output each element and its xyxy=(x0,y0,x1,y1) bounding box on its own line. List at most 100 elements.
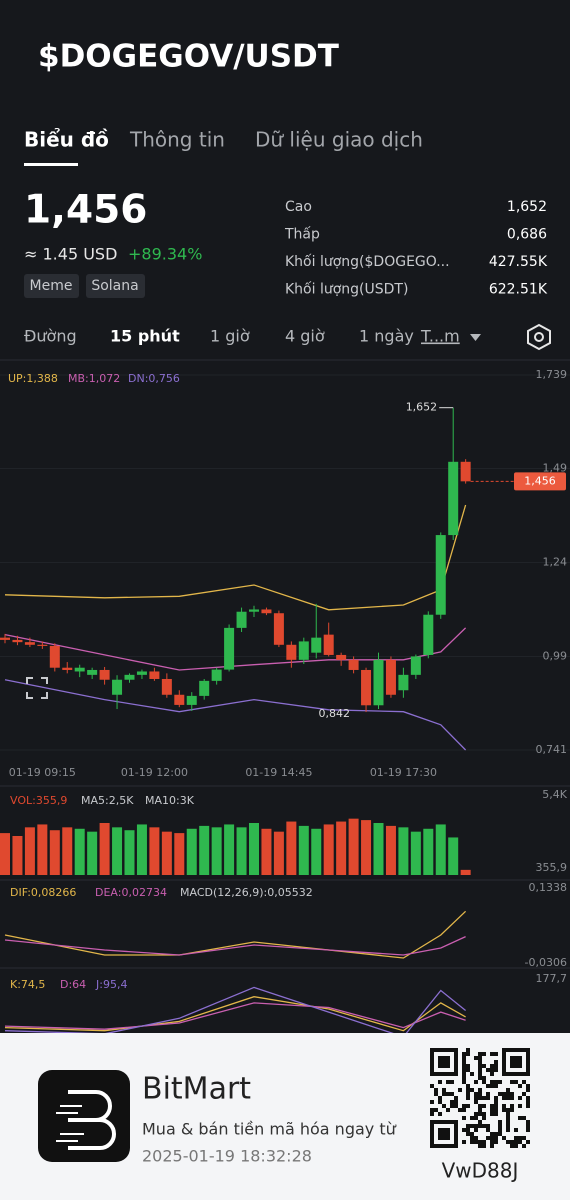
stat-value: 622.51K xyxy=(489,282,548,298)
qr-module xyxy=(502,1064,506,1068)
qr-module xyxy=(446,1108,450,1112)
qr-module xyxy=(490,1068,494,1072)
price-change: +89.34% xyxy=(128,245,202,264)
qr-module xyxy=(478,1056,482,1060)
candle-body xyxy=(149,671,160,679)
candle-body xyxy=(373,659,384,706)
volume-bar xyxy=(211,827,222,875)
qr-module xyxy=(522,1048,526,1052)
tab-underline xyxy=(24,163,78,166)
qr-module xyxy=(502,1052,506,1056)
dropdown-caret[interactable] xyxy=(470,334,481,341)
qr-module xyxy=(486,1136,490,1140)
stat-value: 0,686 xyxy=(507,227,547,243)
volume-bar xyxy=(112,827,123,875)
y-tick-label: -0,0306 xyxy=(525,956,567,969)
tab[interactable]: Biểu đồ xyxy=(24,128,109,152)
volume-bar xyxy=(323,824,334,875)
indicator-legend: J:95,4 xyxy=(95,978,127,991)
interval[interactable]: 1 ngày xyxy=(359,327,414,346)
candle-body xyxy=(74,667,85,672)
volume-bar xyxy=(37,824,48,875)
qr-module xyxy=(482,1064,486,1068)
qr-module xyxy=(474,1140,478,1144)
interval[interactable]: 15 phút xyxy=(110,327,180,346)
qr-module xyxy=(474,1128,478,1132)
macd-line xyxy=(4,936,466,956)
pair-title: $DOGEGOV/USDT xyxy=(38,39,339,75)
qr-module xyxy=(446,1132,450,1136)
y-tick-label: 0,1338 xyxy=(529,881,568,894)
qr-module xyxy=(478,1068,482,1072)
tag[interactable]: Solana xyxy=(91,278,138,294)
qr-module xyxy=(506,1140,510,1144)
volume-bar xyxy=(12,836,23,875)
qr-module xyxy=(466,1052,470,1056)
qr-module xyxy=(510,1048,514,1052)
x-tick-label: 01-19 14:45 xyxy=(245,766,312,779)
qr-module xyxy=(434,1092,438,1096)
qr-module xyxy=(466,1104,470,1108)
qr-module xyxy=(454,1060,458,1064)
qr-module xyxy=(454,1144,458,1148)
qr-module xyxy=(454,1052,458,1056)
qr-module xyxy=(442,1136,446,1140)
qr-module xyxy=(474,1096,478,1100)
kdj-line xyxy=(4,996,466,1032)
qr-module xyxy=(514,1060,518,1064)
qr-module xyxy=(494,1096,498,1100)
candle-body xyxy=(460,461,471,482)
interval[interactable]: T...m xyxy=(420,327,460,346)
qr-module xyxy=(430,1136,434,1140)
qr-module xyxy=(482,1140,486,1144)
candle-body xyxy=(410,656,421,675)
qr-module xyxy=(478,1140,482,1144)
tab[interactable]: Dữ liệu giao dịch xyxy=(255,128,423,152)
tag[interactable]: Meme xyxy=(30,278,73,294)
candle-body xyxy=(273,613,284,645)
qr-module xyxy=(478,1060,482,1064)
stat-value: 1,652 xyxy=(507,199,547,215)
settings-icon[interactable] xyxy=(527,323,551,351)
volume-bar xyxy=(361,820,372,875)
interval[interactable]: Đường xyxy=(24,327,77,346)
interval[interactable]: 4 giờ xyxy=(285,327,325,346)
candle-body xyxy=(136,671,147,675)
qr-module xyxy=(454,1120,458,1124)
qr-module xyxy=(486,1084,490,1088)
qr-module xyxy=(526,1096,530,1100)
qr-module xyxy=(490,1080,494,1084)
qr-module xyxy=(490,1052,494,1056)
qr-module xyxy=(450,1092,454,1096)
volume-bar xyxy=(249,823,259,875)
qr-module xyxy=(446,1092,450,1096)
qr-module xyxy=(486,1124,490,1128)
qr-module xyxy=(430,1124,434,1128)
qr-module xyxy=(450,1072,454,1076)
candle-body xyxy=(361,669,372,706)
qr-module xyxy=(462,1104,466,1108)
qr-module xyxy=(490,1072,494,1076)
qr-module xyxy=(494,1140,498,1144)
qr-module xyxy=(486,1096,490,1100)
qr-module xyxy=(482,1144,486,1148)
qr-module xyxy=(462,1072,466,1076)
interval[interactable]: 1 giờ xyxy=(210,327,250,346)
qr-module xyxy=(510,1072,514,1076)
tab[interactable]: Thông tin xyxy=(129,128,225,152)
qr-module xyxy=(474,1116,478,1120)
qr-module xyxy=(506,1120,510,1124)
qr-module xyxy=(502,1096,506,1100)
qr-module xyxy=(526,1072,530,1076)
qr-module xyxy=(526,1052,530,1056)
qr-module xyxy=(478,1096,482,1100)
qr-module xyxy=(526,1068,530,1072)
qr-module xyxy=(482,1116,486,1120)
qr-module xyxy=(450,1048,454,1052)
qr-module xyxy=(446,1080,450,1084)
qr-module xyxy=(442,1092,446,1096)
qr-module xyxy=(462,1060,466,1064)
candle-body xyxy=(435,535,446,615)
fullscreen-icon[interactable] xyxy=(26,677,48,699)
qr-module xyxy=(482,1124,486,1128)
